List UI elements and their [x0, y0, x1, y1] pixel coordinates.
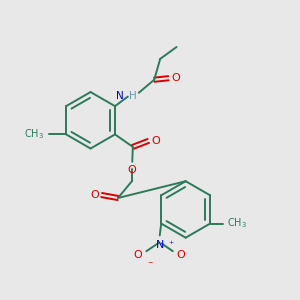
Text: CH$_3$: CH$_3$ [24, 128, 44, 141]
Text: H: H [129, 91, 137, 101]
Text: O: O [151, 136, 160, 146]
Text: O: O [172, 73, 180, 83]
Text: O: O [133, 250, 142, 260]
Text: $^-$: $^-$ [146, 259, 154, 268]
Text: O: O [128, 165, 136, 175]
Text: CH$_3$: CH$_3$ [227, 217, 248, 230]
Text: $^+$: $^+$ [167, 239, 175, 248]
Text: N: N [155, 240, 164, 250]
Text: N: N [116, 91, 124, 101]
Text: O: O [90, 190, 99, 200]
Text: O: O [177, 250, 185, 260]
